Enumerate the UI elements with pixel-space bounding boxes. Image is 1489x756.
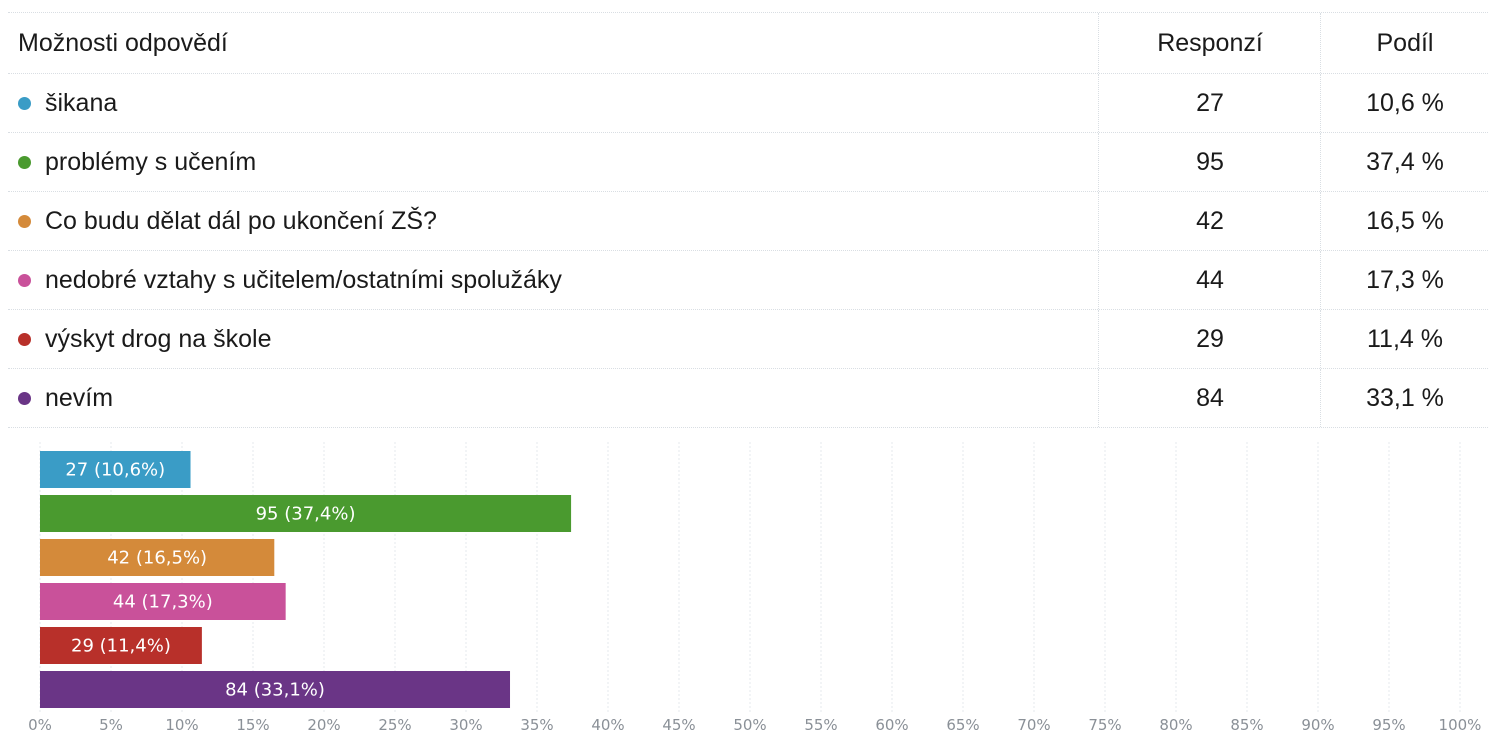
row-count: 44 bbox=[1098, 251, 1321, 309]
row-share: 37,4 % bbox=[1320, 133, 1489, 191]
header-label: Možnosti odpovědí bbox=[18, 28, 228, 57]
x-tick-label: 10% bbox=[165, 716, 198, 734]
x-tick-label: 15% bbox=[236, 716, 269, 734]
row-share: 33,1 % bbox=[1320, 369, 1489, 427]
bar-data-label: 95 (37,4%) bbox=[256, 504, 356, 525]
x-tick-label: 35% bbox=[520, 716, 553, 734]
legend-dot-icon bbox=[18, 391, 31, 405]
row-label: nedobré vztahy s učitelem/ostatními spol… bbox=[45, 265, 562, 294]
legend-dot-icon bbox=[18, 332, 31, 346]
legend-dot-icon bbox=[18, 96, 31, 110]
bar-data-label: 27 (10,6%) bbox=[65, 460, 165, 481]
table-header: Možnosti odpovědí Responzí Podíl bbox=[8, 13, 1488, 74]
row-count: 27 bbox=[1098, 74, 1321, 132]
row-label: problémy s učením bbox=[45, 147, 257, 176]
bar bbox=[40, 495, 572, 532]
row-count: 84 bbox=[1098, 369, 1321, 427]
x-tick-label: 95% bbox=[1372, 716, 1405, 734]
bar-data-label: 84 (33,1%) bbox=[225, 680, 325, 701]
bar bbox=[40, 583, 286, 620]
row-label: Co budu dělat dál po ukončení ZŠ? bbox=[45, 206, 437, 235]
row-count: 42 bbox=[1098, 192, 1321, 250]
table-row: Co budu dělat dál po ukončení ZŠ? 42 16,… bbox=[8, 192, 1488, 251]
bar-chart: 0% 5% 10% 15% 20% 25% 30% 35% 40% 45% 50% 55% 60% 65%… bbox=[28, 442, 1482, 734]
row-label: šikana bbox=[45, 88, 118, 117]
bar-data-label: 44 (17,3%) bbox=[113, 592, 213, 613]
x-tick-label: 5% bbox=[99, 716, 123, 734]
row-count: 29 bbox=[1098, 310, 1321, 368]
x-tick-label: 100% bbox=[1439, 716, 1482, 734]
bar bbox=[40, 539, 275, 576]
header-count: Responzí bbox=[1098, 13, 1321, 73]
table-row: problémy s učením 95 37,4 % bbox=[8, 133, 1488, 192]
legend-dot-icon bbox=[18, 273, 31, 287]
results-table: Možnosti odpovědí Responzí Podíl šikana … bbox=[8, 12, 1488, 428]
x-tick-label: 55% bbox=[804, 716, 837, 734]
row-share: 17,3 % bbox=[1320, 251, 1489, 309]
row-share: 11,4 % bbox=[1320, 310, 1489, 368]
table-row: výskyt drog na škole 29 11,4 % bbox=[8, 310, 1488, 369]
bar bbox=[40, 451, 191, 488]
bar-data-label: 29 (11,4%) bbox=[71, 636, 171, 657]
x-tick-label: 30% bbox=[449, 716, 482, 734]
x-tick-label: 90% bbox=[1301, 716, 1334, 734]
x-tick-label: 50% bbox=[733, 716, 766, 734]
x-tick-label: 60% bbox=[875, 716, 908, 734]
x-tick-label: 40% bbox=[591, 716, 624, 734]
x-tick-label: 45% bbox=[662, 716, 695, 734]
row-count: 95 bbox=[1098, 133, 1321, 191]
x-tick-label: 85% bbox=[1230, 716, 1263, 734]
table-row: nevím 84 33,1 % bbox=[8, 369, 1488, 428]
table-row: nedobré vztahy s učitelem/ostatními spol… bbox=[8, 251, 1488, 310]
bar bbox=[40, 627, 202, 664]
table-row: šikana 27 10,6 % bbox=[8, 74, 1488, 133]
x-tick-label: 0% bbox=[28, 716, 52, 734]
x-tick-label: 80% bbox=[1159, 716, 1192, 734]
bar bbox=[40, 671, 511, 708]
bar-data-label: 42 (16,5%) bbox=[107, 548, 207, 569]
row-label: výskyt drog na škole bbox=[45, 324, 272, 353]
row-share: 10,6 % bbox=[1320, 74, 1489, 132]
x-tick-label: 25% bbox=[378, 716, 411, 734]
header-share: Podíl bbox=[1320, 13, 1489, 73]
legend-dot-icon bbox=[18, 155, 31, 169]
x-tick-label: 75% bbox=[1088, 716, 1121, 734]
x-tick-label: 70% bbox=[1017, 716, 1050, 734]
legend-dot-icon bbox=[18, 214, 31, 228]
x-tick-label: 65% bbox=[946, 716, 979, 734]
row-share: 16,5 % bbox=[1320, 192, 1489, 250]
x-tick-label: 20% bbox=[307, 716, 340, 734]
row-label: nevím bbox=[45, 383, 114, 412]
